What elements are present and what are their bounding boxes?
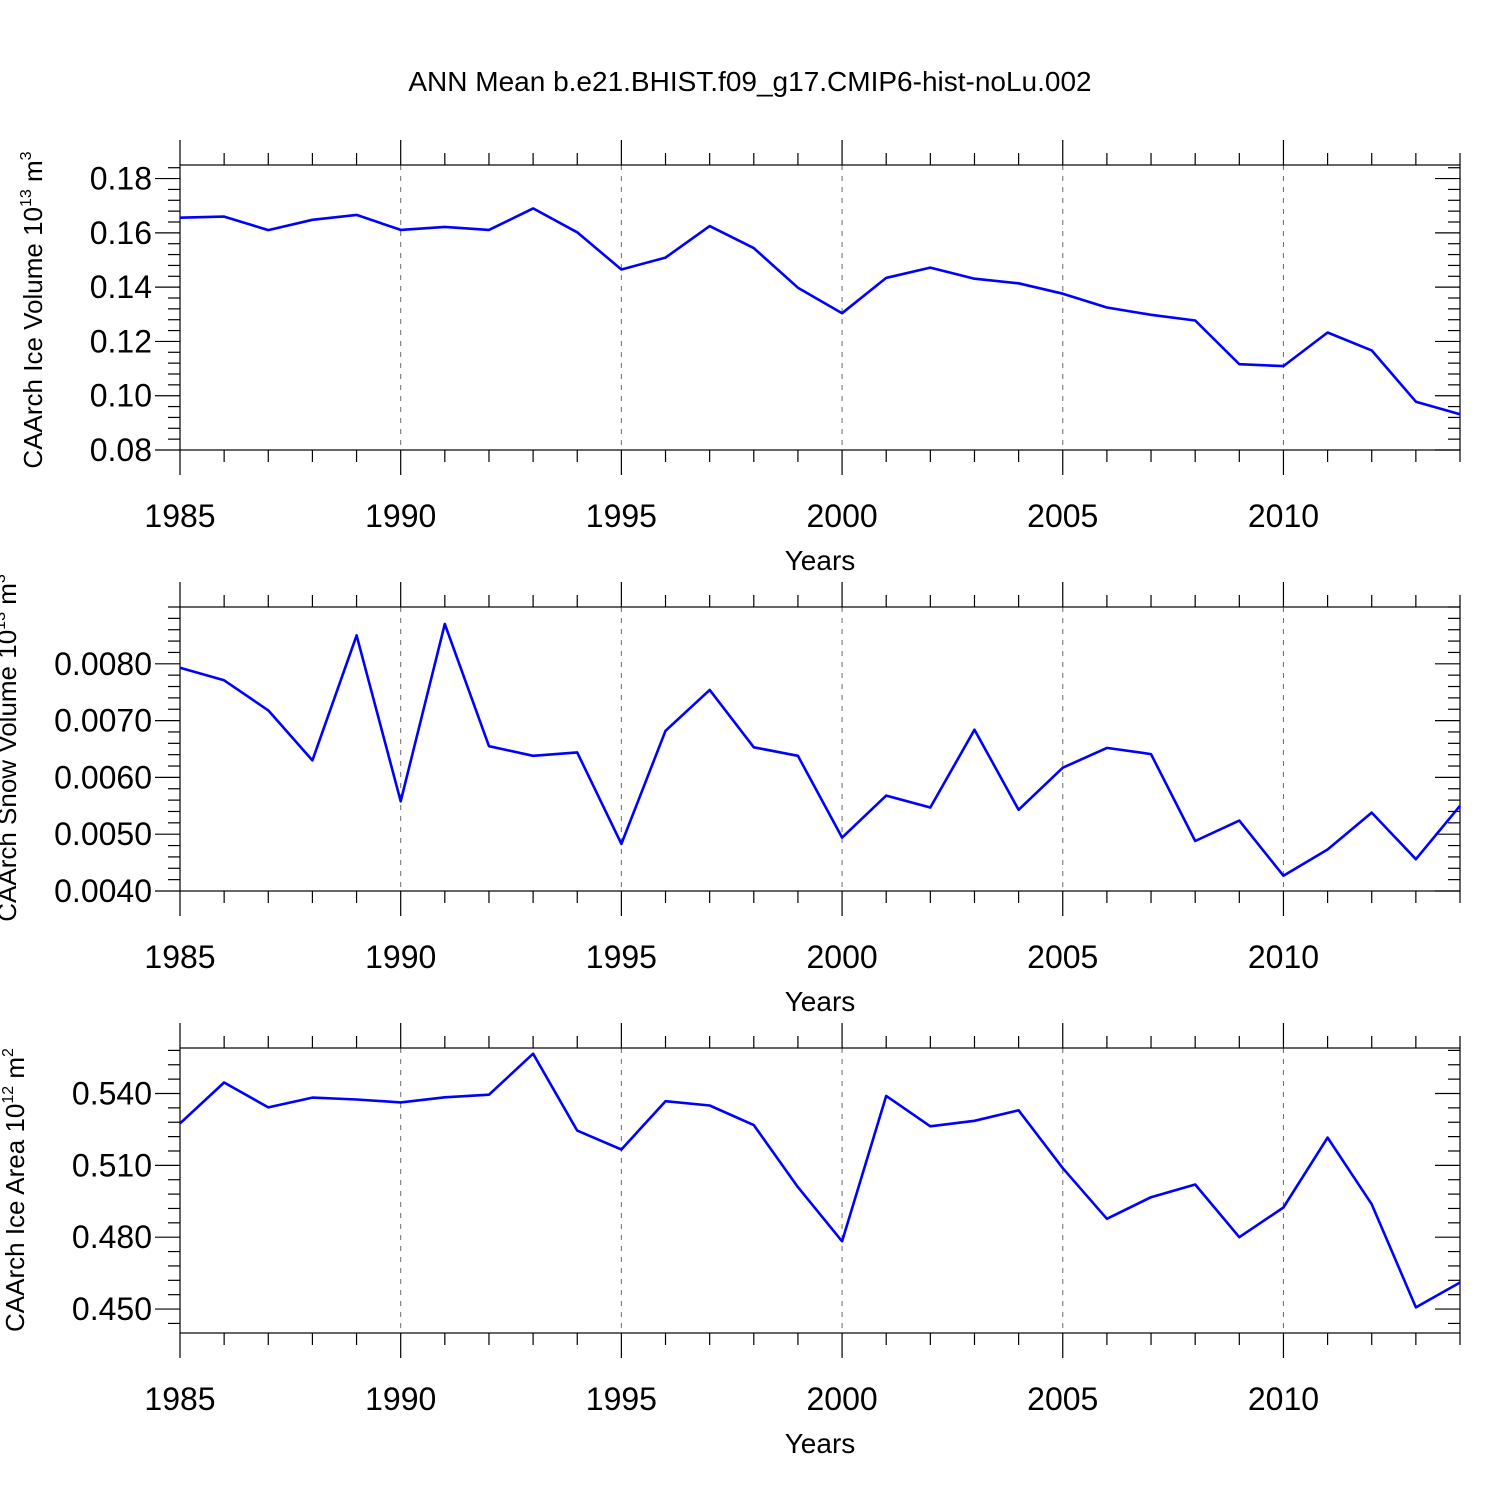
x-tick-label: 1985 [144,1381,215,1417]
y-tick-label: 0.510 [72,1147,152,1183]
x-axis-label: Years [785,986,856,1017]
x-axis-label: Years [785,1428,856,1459]
x-tick-label: 1990 [365,498,436,534]
y-tick-label: 0.0050 [54,816,152,852]
x-tick-label: 2005 [1027,939,1098,975]
y-tick-label: 0.540 [72,1076,152,1112]
x-tick-label: 2000 [806,939,877,975]
y-tick-label: 0.10 [90,378,152,414]
y-tick-label: 0.0070 [54,703,152,739]
plot-frame [179,606,1461,892]
y-axis-label: CAArch Ice Area 1012 m2 [0,1048,30,1332]
panel-1: 1985 1990 1995 2000 2005 2010 0.08 0.10 0.12 0.14… [18,140,1461,576]
x-tick-label: 2010 [1248,1381,1319,1417]
y-tick-label: 0.12 [90,323,152,359]
series-line [179,622,1462,878]
y-axis-label: CAArch Ice Volume 1013 m3 [18,151,48,468]
y-tick-label: 0.0040 [54,873,152,909]
y-tick-label: 0.18 [90,161,152,197]
x-axis-label: Years [785,545,856,576]
plot-frame [179,164,1461,451]
x-tick-label: 2005 [1027,1381,1098,1417]
x-tick-label: 1995 [586,498,657,534]
x-tick-label: 1985 [144,939,215,975]
panels: 1985 1990 1995 2000 2005 2010 0.08 0.10 0.12 0.14… [0,140,1462,1459]
x-tick-label: 1995 [586,939,657,975]
y-tick-label: 0.16 [90,215,152,251]
x-tick-label: 2005 [1027,498,1098,534]
panel-2: 1985 1990 1995 2000 2005 2010 0.0040 0.0050 0.00… [0,574,1462,1017]
x-tick-label: 1990 [365,939,436,975]
plot-frame [179,1047,1461,1334]
series-line [179,207,1461,416]
y-tick-label: 0.14 [90,269,152,305]
x-tick-label: 1985 [144,498,215,534]
y-tick-label: 0.0080 [54,646,152,682]
y-tick-label: 0.08 [90,432,152,468]
figure-title: ANN Mean b.e21.BHIST.f09_g17.CMIP6-hist-… [408,66,1091,97]
y-tick-label: 0.480 [72,1219,152,1255]
x-tick-label: 1995 [586,1381,657,1417]
y-tick-label: 0.450 [72,1291,152,1327]
x-tick-label: 1990 [365,1381,436,1417]
y-axis-label: CAArch Snow Volume 1013 m3 [0,574,22,922]
y-tick-label: 0.0060 [54,759,152,795]
x-tick-label: 2010 [1248,939,1319,975]
x-tick-label: 2000 [806,498,877,534]
x-tick-label: 2000 [806,1381,877,1417]
panel-3: 1985 1990 1995 2000 2005 2010 0.450 0.480 0.510 0… [0,1023,1461,1459]
x-tick-label: 2010 [1248,498,1319,534]
series-line [179,1052,1461,1309]
